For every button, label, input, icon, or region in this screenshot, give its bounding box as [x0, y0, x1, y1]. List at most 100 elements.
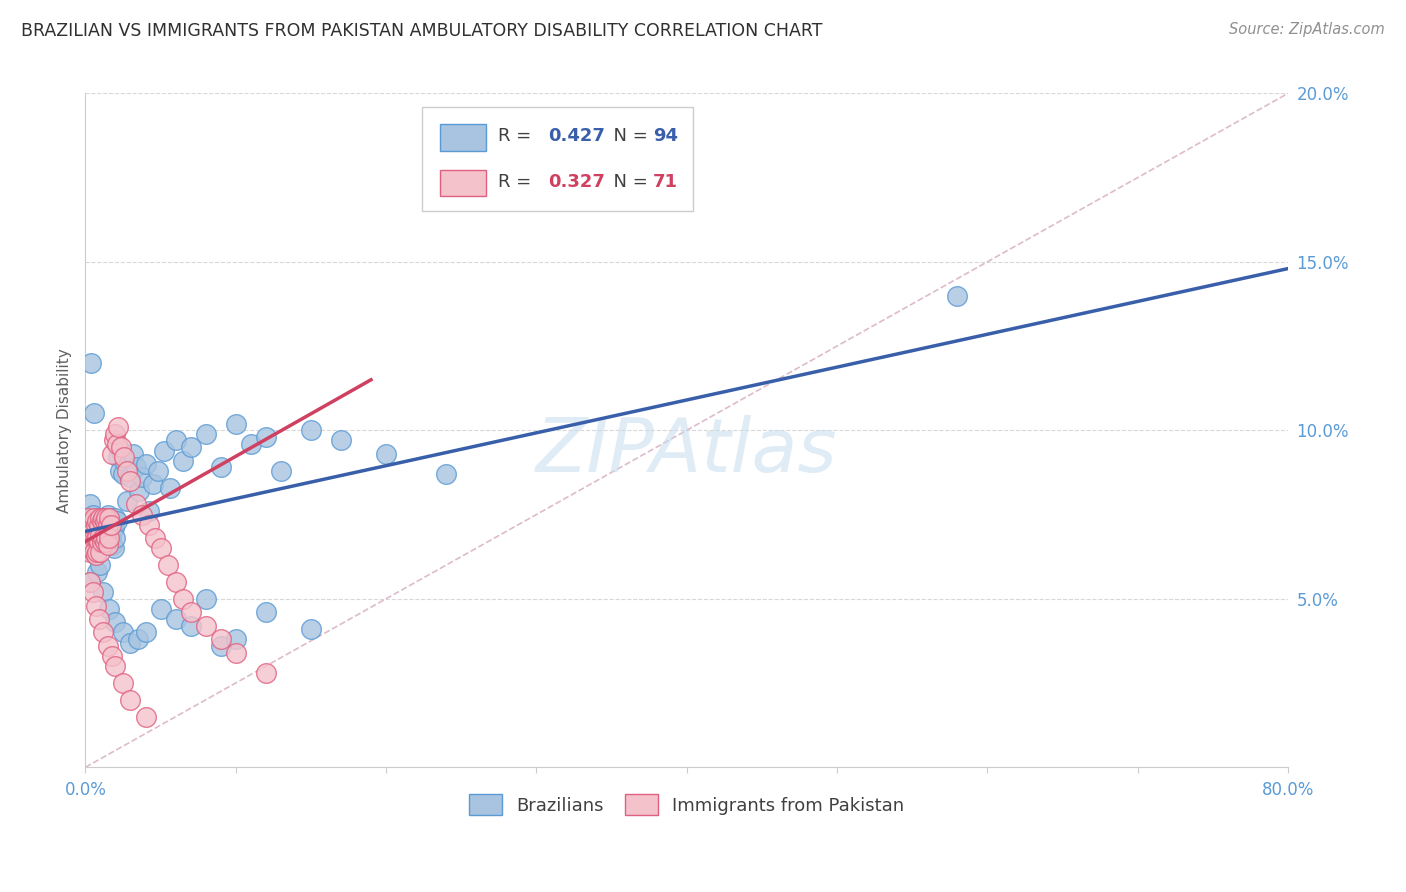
Legend: Brazilians, Immigrants from Pakistan: Brazilians, Immigrants from Pakistan	[461, 787, 911, 822]
Point	[90, 514, 112, 528]
Point	[434, 467, 457, 482]
Point	[107, 420, 129, 434]
Point	[90, 534, 112, 549]
Text: R =: R =	[498, 127, 537, 145]
Point	[98, 514, 121, 528]
Point	[89, 538, 111, 552]
Point	[98, 511, 121, 525]
Point	[89, 544, 111, 558]
Point	[194, 426, 217, 441]
FancyBboxPatch shape	[440, 124, 486, 151]
Point	[79, 574, 101, 589]
Point	[134, 625, 156, 640]
Y-axis label: Ambulatory Disability: Ambulatory Disability	[58, 348, 72, 513]
Point	[97, 508, 120, 522]
Point	[77, 528, 100, 542]
Point	[103, 521, 125, 535]
Text: BRAZILIAN VS IMMIGRANTS FROM PAKISTAN AMBULATORY DISABILITY CORRELATION CHART: BRAZILIAN VS IMMIGRANTS FROM PAKISTAN AM…	[21, 22, 823, 40]
Point	[86, 565, 108, 579]
Point	[82, 538, 104, 552]
Point	[80, 521, 103, 535]
Point	[96, 511, 118, 525]
Point	[94, 514, 117, 528]
Point	[946, 288, 969, 302]
Point	[84, 511, 107, 525]
Point	[134, 709, 156, 723]
Point	[180, 605, 202, 619]
Point	[122, 447, 145, 461]
Point	[89, 511, 111, 525]
Point	[84, 531, 107, 545]
Point	[94, 511, 117, 525]
Point	[87, 534, 110, 549]
Point	[209, 639, 232, 653]
Point	[98, 531, 121, 545]
Point	[89, 528, 111, 542]
Point	[86, 517, 108, 532]
Point	[87, 541, 110, 556]
Point	[90, 517, 112, 532]
Point	[90, 531, 112, 545]
Point	[149, 602, 172, 616]
Point	[104, 615, 127, 630]
Point	[84, 517, 107, 532]
Point	[101, 648, 124, 663]
Point	[194, 591, 217, 606]
Point	[108, 464, 131, 478]
Point	[82, 508, 104, 522]
Point	[79, 574, 101, 589]
Point	[83, 524, 105, 539]
Point	[194, 619, 217, 633]
Point	[93, 514, 115, 528]
Point	[131, 470, 153, 484]
Point	[82, 514, 104, 528]
Point	[254, 605, 277, 619]
Point	[83, 514, 105, 528]
Point	[225, 417, 247, 431]
Point	[94, 531, 117, 545]
FancyBboxPatch shape	[422, 107, 693, 211]
Point	[87, 517, 110, 532]
Point	[120, 470, 142, 484]
Point	[143, 531, 166, 545]
Point	[110, 440, 132, 454]
Point	[84, 531, 107, 545]
Point	[104, 426, 127, 441]
Point	[138, 517, 160, 532]
Point	[93, 585, 115, 599]
Point	[79, 498, 101, 512]
Point	[86, 544, 108, 558]
Point	[105, 437, 128, 451]
Point	[152, 443, 174, 458]
Point	[77, 511, 100, 525]
Point	[86, 514, 108, 528]
Point	[100, 511, 122, 525]
Point	[105, 514, 128, 528]
Point	[79, 544, 101, 558]
Point	[107, 450, 129, 465]
Point	[82, 524, 104, 539]
Point	[110, 443, 132, 458]
Point	[103, 434, 125, 448]
Point	[86, 534, 108, 549]
Point	[239, 437, 262, 451]
Point	[125, 460, 148, 475]
Point	[87, 612, 110, 626]
Point	[97, 517, 120, 532]
Point	[89, 511, 111, 525]
Point	[87, 528, 110, 542]
Point	[89, 524, 111, 539]
Point	[299, 423, 322, 437]
Point	[180, 440, 202, 454]
Point	[83, 538, 105, 552]
Point	[82, 541, 104, 556]
Point	[97, 639, 120, 653]
Point	[82, 585, 104, 599]
FancyBboxPatch shape	[440, 169, 486, 196]
Point	[84, 548, 107, 562]
Point	[104, 659, 127, 673]
Text: 71: 71	[652, 173, 678, 191]
Point	[80, 356, 103, 370]
Point	[98, 602, 121, 616]
Point	[79, 534, 101, 549]
